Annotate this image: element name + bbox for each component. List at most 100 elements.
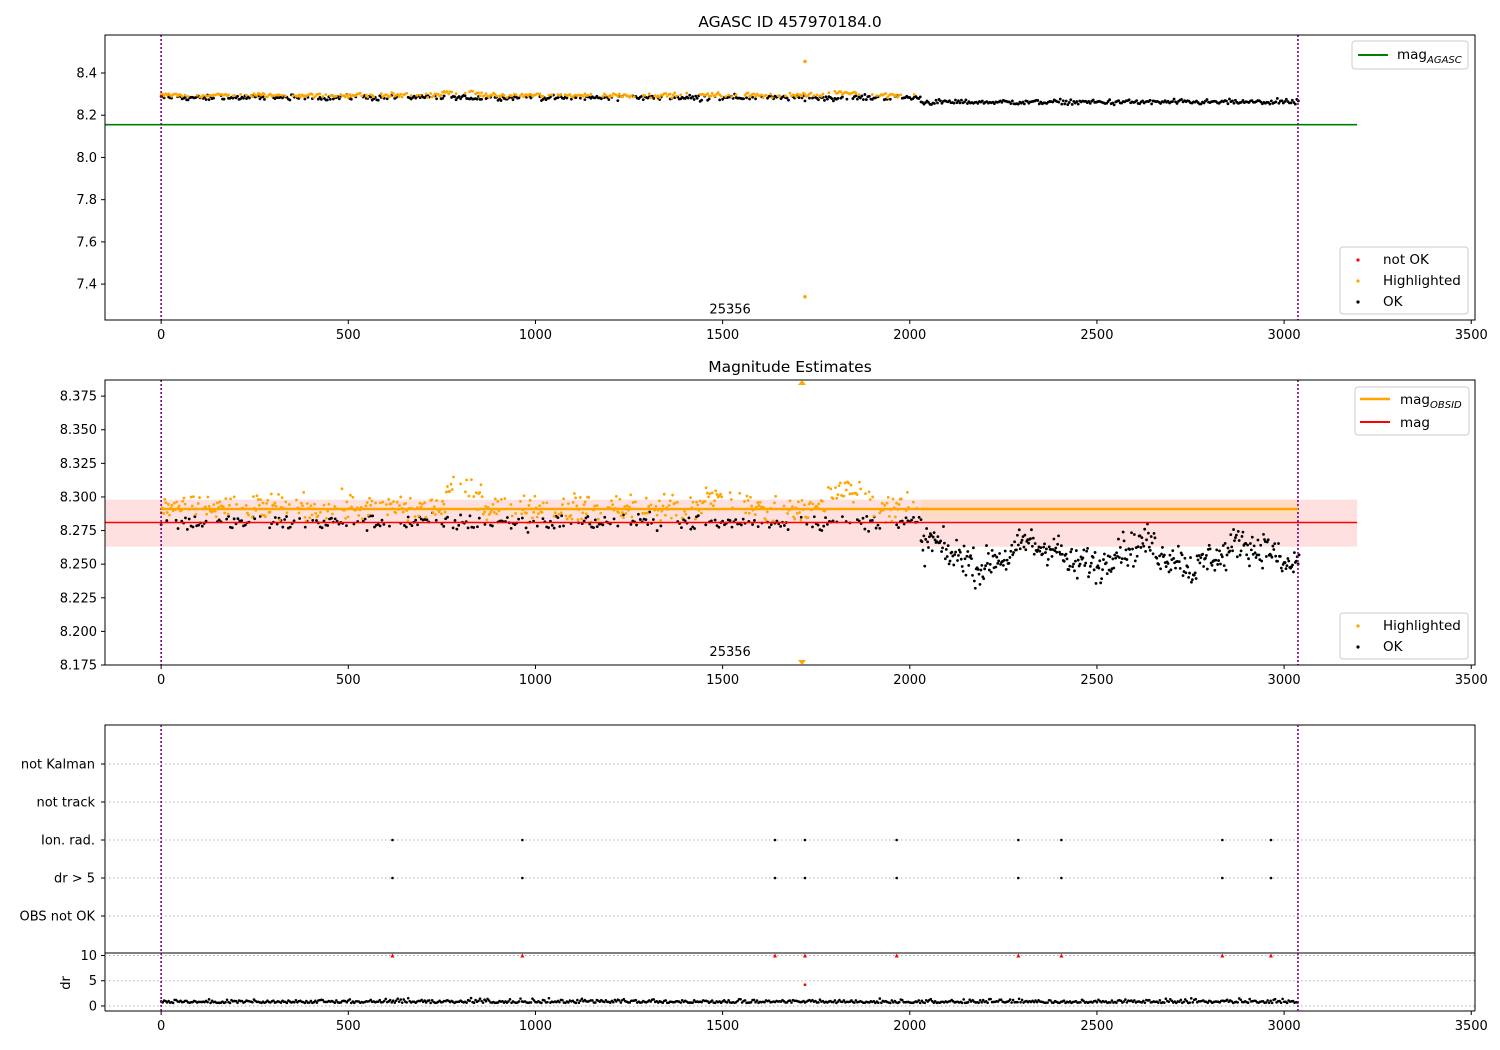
ok-point xyxy=(242,96,245,100)
ok-point xyxy=(505,516,509,519)
highlighted-point xyxy=(634,500,637,504)
ok-point xyxy=(403,524,406,527)
ok-point xyxy=(1054,546,1058,550)
highlighted-point xyxy=(364,504,368,508)
ok-point xyxy=(1113,553,1117,557)
highlighted-point xyxy=(795,511,799,515)
ok-point xyxy=(1171,100,1174,103)
ok-point xyxy=(441,96,445,100)
highlighted-point xyxy=(786,512,790,515)
dr-point xyxy=(880,1001,883,1005)
y-tick-label: 8.175 xyxy=(60,659,97,674)
highlighted-point xyxy=(610,94,614,98)
highlighted-point xyxy=(817,502,821,506)
dr-point xyxy=(817,1001,820,1004)
ok-point xyxy=(659,524,663,528)
highlighted-point xyxy=(429,92,433,95)
ok-point xyxy=(1287,559,1291,563)
legend-points: not OK Highlighted OK xyxy=(1339,246,1469,315)
ok-point xyxy=(1217,559,1220,562)
ok-point xyxy=(584,516,588,520)
highlighted-point xyxy=(784,94,787,98)
highlighted-point xyxy=(729,498,733,501)
dr-point xyxy=(1142,999,1145,1003)
dr-point xyxy=(591,999,594,1002)
ok-point xyxy=(1117,99,1121,103)
ok-point xyxy=(1108,98,1112,102)
highlighted-point xyxy=(858,480,861,484)
highlighted-point xyxy=(214,515,218,519)
highlighted-point xyxy=(665,94,669,98)
ok-point xyxy=(1230,545,1234,549)
ok-point xyxy=(897,526,900,529)
x-tick-label: 3500 xyxy=(1455,328,1488,343)
dr-point xyxy=(206,1000,209,1004)
highlighted-point xyxy=(291,94,295,98)
ok-point xyxy=(1067,568,1071,572)
highlighted-point xyxy=(487,513,491,516)
dr-point xyxy=(474,998,477,1002)
highlighted-point xyxy=(629,94,633,98)
dr-point xyxy=(272,999,275,1002)
flag-point xyxy=(1017,838,1020,842)
highlighted-point xyxy=(575,504,579,508)
highlighted-point xyxy=(454,92,458,96)
ok-point xyxy=(365,529,369,532)
highlighted-point xyxy=(247,513,250,517)
ok-point xyxy=(1012,551,1016,554)
ok-point xyxy=(1148,98,1152,102)
ok-point xyxy=(958,550,962,554)
ok-point xyxy=(1150,541,1154,545)
highlighted-point xyxy=(212,503,216,506)
highlighted-point xyxy=(260,513,264,517)
dr-point xyxy=(1285,1001,1289,1005)
highlighted-point xyxy=(164,501,168,505)
ok-point xyxy=(1017,528,1021,532)
ok-point xyxy=(1177,560,1181,563)
highlighted-point xyxy=(630,515,634,519)
highlighted-point xyxy=(699,511,703,515)
x-tick-label: 2000 xyxy=(893,328,926,343)
highlighted-point xyxy=(256,498,260,501)
highlighted-point xyxy=(568,92,572,96)
highlighted-point xyxy=(844,488,848,492)
highlighted-point xyxy=(667,504,671,507)
ok-point xyxy=(410,524,414,528)
ok-point xyxy=(1074,559,1077,563)
ok-point xyxy=(923,564,927,568)
ok-point xyxy=(1219,562,1222,566)
highlighted-point xyxy=(632,95,636,99)
highlighted-point xyxy=(420,502,424,506)
highlighted-point xyxy=(532,510,536,514)
highlighted-point xyxy=(228,503,231,507)
dr-point xyxy=(345,1000,349,1004)
highlighted-point xyxy=(257,503,261,507)
dr-point xyxy=(978,998,982,1002)
ok-point xyxy=(1070,547,1074,551)
highlighted-point xyxy=(671,493,675,497)
highlighted-point xyxy=(831,497,835,500)
highlighted-point xyxy=(278,518,282,522)
dr-point xyxy=(788,999,792,1002)
ok-point xyxy=(823,98,826,102)
flag-point xyxy=(521,876,524,880)
ok-point xyxy=(186,98,190,102)
ok-point xyxy=(1140,536,1144,539)
highlighted-point xyxy=(622,516,625,520)
dr-point xyxy=(968,998,971,1001)
dr-point xyxy=(397,1000,401,1003)
highlighted-point xyxy=(479,483,483,487)
ok-point xyxy=(1058,97,1062,101)
highlighted-point xyxy=(842,494,846,498)
y-tick-label: 8.300 xyxy=(60,490,97,505)
ok-point xyxy=(1039,546,1043,550)
highlighted-point xyxy=(834,486,837,490)
ok-point xyxy=(1216,563,1220,566)
y-tick-label: 8.4 xyxy=(76,67,97,82)
ok-point xyxy=(1178,566,1182,570)
highlighted-point xyxy=(397,94,401,98)
ok-point xyxy=(1162,553,1166,557)
ok-point xyxy=(817,98,820,102)
x-tick-label: 3500 xyxy=(1455,673,1488,688)
highlighted-point xyxy=(671,93,675,97)
